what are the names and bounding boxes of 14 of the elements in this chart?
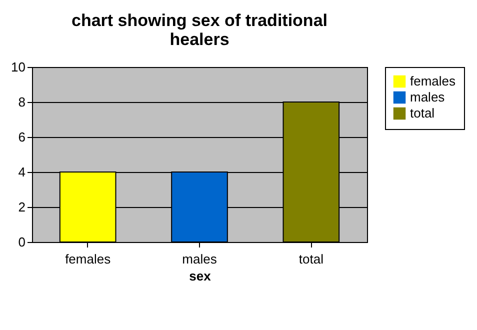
legend-label: total [410, 106, 435, 120]
legend-label: females [410, 74, 456, 88]
y-tick-label: 6 [18, 130, 26, 144]
x-axis-title: sex [189, 268, 212, 284]
y-tick-label: 8 [18, 94, 26, 110]
y-tick-label: 4 [18, 164, 26, 180]
x-tick-label: total [298, 252, 324, 266]
y-tick-label: 10 [11, 60, 26, 74]
x-tick-label: males [182, 252, 218, 266]
y-tick-label: 0 [18, 234, 26, 250]
x-tick-label: females [65, 252, 112, 266]
chart-title: chart showing sex of traditional healers [72, 11, 328, 49]
y-tick-label: 2 [18, 200, 26, 214]
legend-label: males [410, 90, 446, 104]
